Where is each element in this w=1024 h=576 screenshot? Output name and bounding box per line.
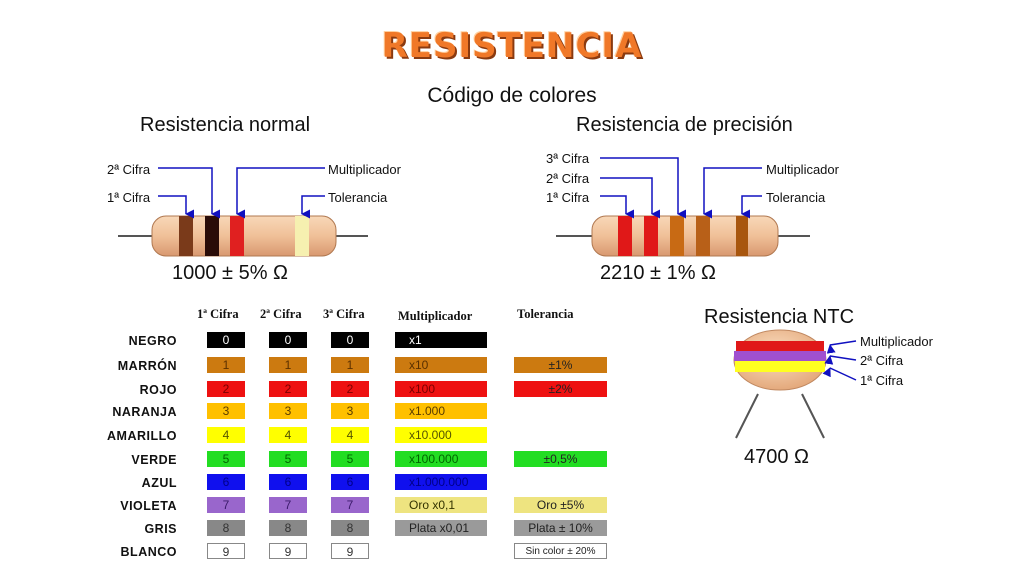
normal-label-multiplicador: Multiplicador [328,162,401,177]
multiplier-cell: x10 [395,357,487,373]
digit-cell-1: 0 [207,332,245,348]
row-name: NEGRO [128,334,177,348]
digit-cell-1: 7 [207,497,245,513]
digit-cell-1: 6 [207,474,245,490]
row-name: GRIS [144,522,177,536]
normal-band-1 [179,216,193,256]
digit-cell-2: 1 [269,357,307,373]
tolerance-cell: ±1% [514,357,607,373]
tolerance-cell: Plata ± 10% [514,520,607,536]
digit-cell-1: 4 [207,427,245,443]
multiplier-cell: x100.000 [395,451,487,467]
precision-label-cifra3: 3ª Cifra [546,151,590,166]
normal-label-cifra2: 2ª Cifra [107,162,151,177]
precision-band-2 [644,216,658,256]
multiplier-cell: x10.000 [395,427,487,443]
precision-label-multiplicador: Multiplicador [766,162,839,177]
subtitle: Código de colores [427,84,597,107]
multiplier-cell: Plata x0,01 [395,520,487,536]
digit-cell-3: 1 [331,357,369,373]
ntc-label-cifra2: 2ª Cifra [860,353,904,368]
ntc-label-multiplicador: Multiplicador [860,334,933,349]
col-header-multiplicador: Multiplicador [398,309,473,323]
row-name: NARANJA [112,405,177,419]
normal-value: 1000 ± 5% Ω [172,262,288,284]
tolerance-cell: ±2% [514,381,607,397]
digit-cell-1: 5 [207,451,245,467]
row-name: BLANCO [120,545,177,559]
tolerance-cell: Oro ±5% [514,497,607,513]
row-name: VIOLETA [120,499,177,513]
precision-label-cifra1: 1ª Cifra [546,190,590,205]
ntc-band-multiplier [736,341,824,351]
normal-label-cifra1: 1ª Cifra [107,190,151,205]
row-name: MARRÓN [117,359,177,373]
digit-cell-3: 0 [331,332,369,348]
precision-band-3 [670,216,684,256]
digit-cell-2: 5 [269,451,307,467]
tolerance-cell: ±0,5% [514,451,607,467]
precision-value: 2210 ± 1% Ω [600,262,716,284]
digit-cell-3: 4 [331,427,369,443]
normal-band-multiplier [230,216,244,256]
normal-label-tolerancia: Tolerancia [328,190,388,205]
ntc-band-1 [735,361,825,372]
precision-label-cifra2: 2ª Cifra [546,171,590,186]
precision-resistor [556,157,810,257]
normal-resistor [118,167,368,257]
digit-cell-2: 3 [269,403,307,419]
multiplier-cell: Oro x0,1 [395,497,487,513]
ntc-label-cifra1: 1ª Cifra [860,373,904,388]
digit-cell-2: 4 [269,427,307,443]
multiplier-cell: x100 [395,381,487,397]
digit-cell-1: 1 [207,357,245,373]
digit-cell-2: 2 [269,381,307,397]
normal-heading: Resistencia normal [140,114,311,136]
digit-cell-3: 3 [331,403,369,419]
digit-cell-3: 7 [331,497,369,513]
precision-band-1 [618,216,632,256]
digit-cell-1: 9 [207,543,245,559]
digit-cell-2: 7 [269,497,307,513]
digit-cell-3: 8 [331,520,369,536]
digit-cell-1: 8 [207,520,245,536]
digit-cell-1: 2 [207,381,245,397]
page-title: RESISTENCIA [381,26,643,66]
ntc-value: 4700 Ω [744,446,809,468]
precision-heading: Resistencia de precisión [576,114,793,136]
ntc-resistor [733,329,857,439]
tolerance-cell: Sin color ± 20% [514,543,607,559]
digit-cell-3: 5 [331,451,369,467]
col-header-cifra1: 1ª Cifra [197,307,239,321]
digit-cell-2: 6 [269,474,307,490]
ntc-band-2 [734,351,826,361]
row-name: VERDE [131,453,177,467]
normal-band-2 [205,216,219,256]
precision-band-multiplier [696,216,710,256]
digit-cell-3: 6 [331,474,369,490]
digit-cell-1: 3 [207,403,245,419]
col-header-tolerancia: Tolerancia [517,307,574,321]
multiplier-cell: x1.000 [395,403,487,419]
row-name: AZUL [141,476,177,490]
digit-cell-2: 9 [269,543,307,559]
col-header-cifra3: 3ª Cifra [323,307,365,321]
precision-band-tolerance [736,216,748,256]
normal-band-tolerance [295,216,309,256]
row-name: AMARILLO [107,429,177,443]
digit-cell-3: 9 [331,543,369,559]
digit-cell-2: 8 [269,520,307,536]
row-name: ROJO [139,383,177,397]
digit-cell-3: 2 [331,381,369,397]
col-header-cifra2: 2ª Cifra [260,307,302,321]
multiplier-cell: x1.000.000 [395,474,487,490]
precision-label-tolerancia: Tolerancia [766,190,826,205]
ntc-heading: Resistencia NTC [704,306,855,328]
multiplier-cell: x1 [395,332,487,348]
digit-cell-2: 0 [269,332,307,348]
